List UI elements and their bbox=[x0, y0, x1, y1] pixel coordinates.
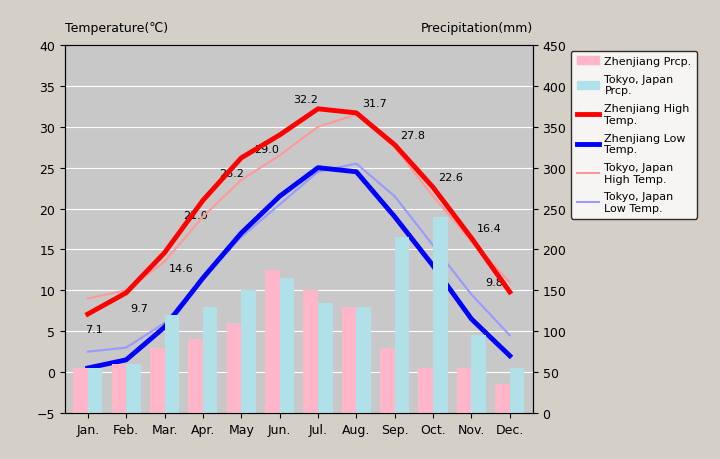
Text: 29.0: 29.0 bbox=[255, 144, 279, 154]
Text: 16.4: 16.4 bbox=[477, 224, 502, 234]
Bar bbox=[112, 364, 126, 413]
Bar bbox=[510, 368, 524, 413]
Bar bbox=[279, 279, 294, 413]
Bar bbox=[126, 364, 140, 413]
Text: 32.2: 32.2 bbox=[293, 95, 318, 105]
Text: 27.8: 27.8 bbox=[400, 130, 426, 140]
Bar bbox=[303, 291, 318, 413]
Bar bbox=[380, 348, 395, 413]
Bar bbox=[203, 307, 217, 413]
Bar bbox=[265, 270, 279, 413]
Text: 9.8: 9.8 bbox=[485, 277, 503, 287]
Bar bbox=[150, 348, 165, 413]
Bar bbox=[395, 238, 409, 413]
Bar bbox=[457, 368, 472, 413]
Legend: Zhenjiang Prcp., Tokyo, Japan
Prcp., Zhenjiang High
Temp., Zhenjiang Low
Temp., : Zhenjiang Prcp., Tokyo, Japan Prcp., Zhe… bbox=[571, 51, 697, 219]
Bar bbox=[418, 368, 433, 413]
Text: Temperature(℃): Temperature(℃) bbox=[65, 22, 168, 35]
Text: 26.2: 26.2 bbox=[219, 168, 244, 179]
Text: 9.7: 9.7 bbox=[130, 303, 148, 313]
Text: 31.7: 31.7 bbox=[362, 99, 387, 109]
Bar bbox=[495, 385, 510, 413]
Bar bbox=[165, 315, 179, 413]
Bar bbox=[189, 340, 203, 413]
Text: Precipitation(mm): Precipitation(mm) bbox=[420, 22, 533, 35]
Text: 14.6: 14.6 bbox=[168, 263, 194, 273]
Text: 7.1: 7.1 bbox=[85, 325, 103, 334]
Bar bbox=[73, 368, 88, 413]
Bar bbox=[356, 307, 371, 413]
Text: 22.6: 22.6 bbox=[438, 173, 464, 183]
Bar bbox=[88, 368, 102, 413]
Bar bbox=[472, 336, 486, 413]
Bar bbox=[227, 323, 241, 413]
Bar bbox=[342, 307, 356, 413]
Bar bbox=[433, 217, 448, 413]
Bar bbox=[318, 303, 333, 413]
Text: 21.0: 21.0 bbox=[184, 211, 208, 221]
Bar bbox=[241, 291, 256, 413]
